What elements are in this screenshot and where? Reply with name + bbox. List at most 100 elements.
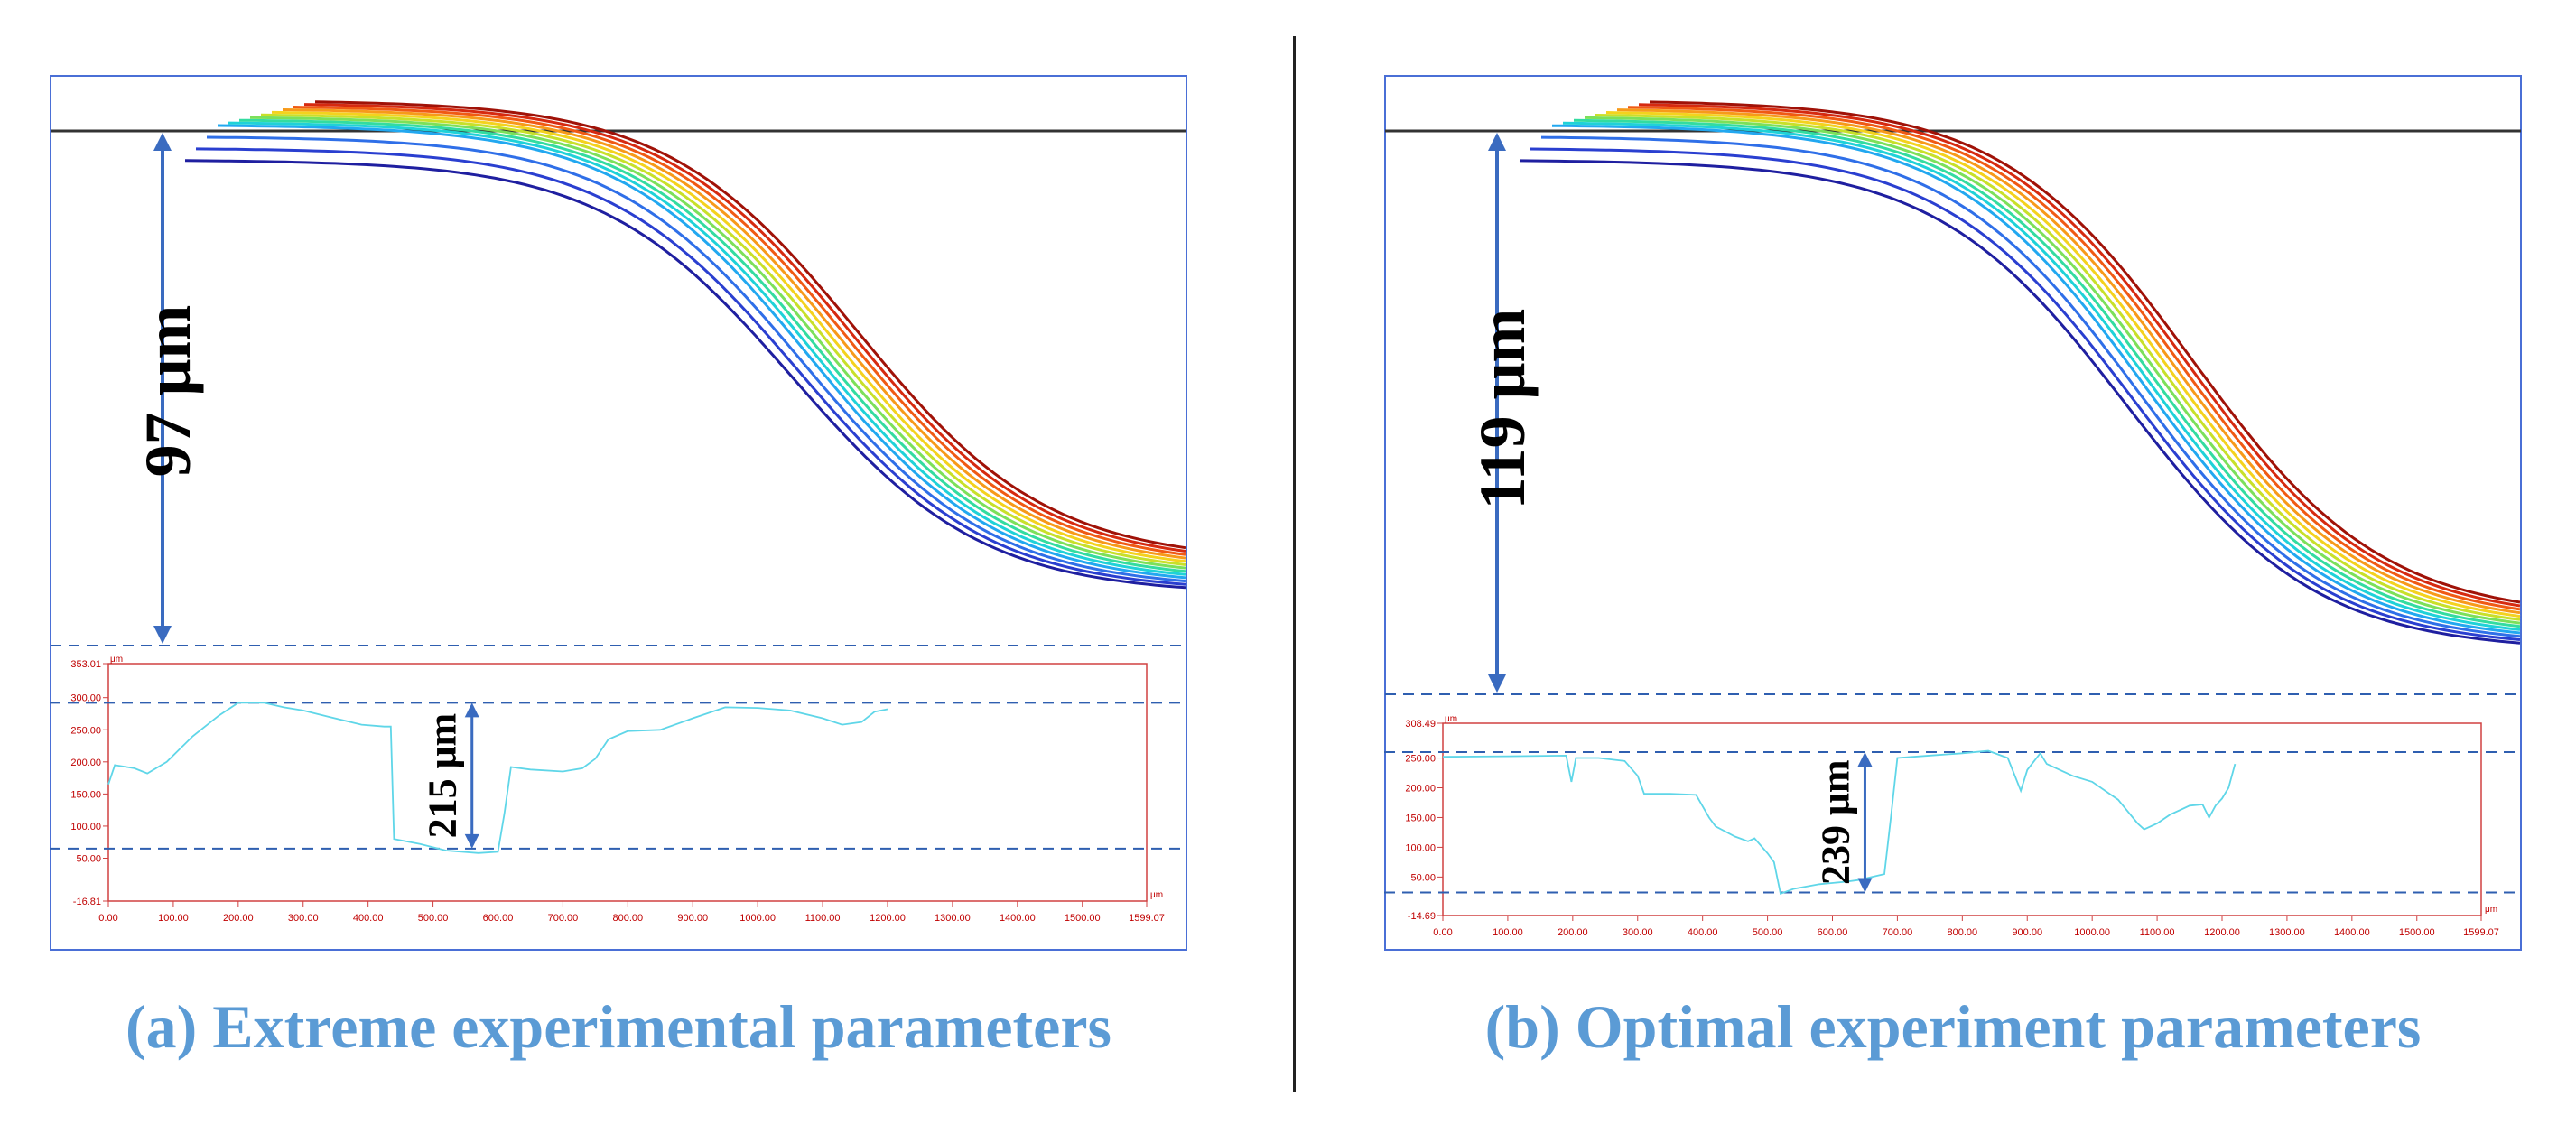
profile-chart: 353.01 300.00 250.00 200.00 150.00 100.00 50.0…	[50, 655, 1187, 924]
caption-a: (a) Extreme experimental parameters	[126, 992, 1111, 1061]
contour-line	[184, 159, 1186, 590]
height-arrow-head-top	[464, 702, 479, 718]
x-tick-label: 1599.07	[2463, 927, 2499, 938]
contour-line	[249, 116, 1186, 570]
contour-line	[1573, 118, 2521, 628]
x-tick-label: 1000.00	[739, 913, 776, 924]
x-tick-label: 0.00	[1433, 927, 1452, 938]
contour-lines	[1519, 100, 2521, 645]
x-tick-label: 800.00	[613, 913, 644, 924]
height-arrow-head-bottom	[464, 833, 479, 849]
y-tick-label: 300.00	[70, 693, 101, 704]
y-tick-label: -14.69	[1408, 911, 1436, 922]
y-tick-label: 200.00	[1405, 784, 1436, 795]
contour-line	[282, 108, 1186, 560]
x-tick-label: 100.00	[158, 913, 189, 924]
y-axis-unit: μm	[1445, 714, 1457, 724]
height-label: 215 μm	[421, 713, 465, 839]
x-tick-label: 400.00	[353, 913, 384, 924]
x-axis-unit: μm	[2485, 905, 2497, 915]
x-tick-label: 300.00	[1623, 927, 1653, 938]
y-axis-unit: μm	[110, 655, 123, 665]
depth-label: 119 μm	[1466, 309, 1539, 510]
depth-arrow-head-top	[1488, 133, 1506, 151]
contour-line	[1595, 114, 2521, 621]
y-tick-label: 100.00	[1405, 842, 1436, 853]
x-tick-label: 700.00	[548, 913, 579, 924]
y-tick-label: 100.00	[70, 822, 101, 832]
panel-b: 119 μm 308.49 250.00 200.00 150.00 100.00 50.…	[1384, 75, 2522, 951]
contour-line	[1519, 159, 2521, 645]
contour-line	[217, 124, 1186, 580]
y-tick-label: 200.00	[70, 758, 101, 768]
contour-line	[293, 106, 1186, 556]
y-tick-label: 50.00	[1410, 872, 1436, 883]
x-tick-label: 100.00	[1493, 927, 1523, 938]
panel-divider	[1293, 36, 1296, 1092]
contour-line	[1584, 116, 2521, 625]
profile-series	[107, 702, 888, 854]
y-tick-label: 308.49	[1405, 719, 1436, 730]
x-tick-label: 300.00	[288, 913, 319, 924]
contour-line	[271, 110, 1186, 563]
y-tick-label: 250.00	[1405, 754, 1436, 765]
x-tick-label: 0.00	[98, 913, 117, 924]
x-tick-label: 600.00	[1818, 927, 1848, 938]
height-arrow-head-bottom	[1857, 878, 1873, 893]
x-tick-label: 800.00	[1948, 927, 1978, 938]
x-tick-label: 400.00	[1688, 927, 1718, 938]
x-tick-label: 500.00	[418, 913, 449, 924]
depth-label: 97 μm	[132, 305, 204, 478]
contour-line	[314, 100, 1186, 550]
contour-line	[1649, 100, 2521, 604]
height-arrow-head-top	[1857, 751, 1873, 767]
x-tick-label: 200.00	[223, 913, 254, 924]
depth-arrow-head-top	[153, 133, 172, 151]
surface-frame	[1384, 75, 2522, 951]
depth-arrow-head-bottom	[153, 626, 172, 644]
x-tick-label: 200.00	[1558, 927, 1588, 938]
x-tick-label: 1400.00	[1000, 913, 1036, 924]
panel-b-figure: 119 μm 308.49 250.00 200.00 150.00 100.00 50.…	[1384, 75, 2522, 951]
contour-line	[206, 135, 1186, 583]
panel-a: 97 μm 353.01 300.00 250.00 200.00 150.00 100.…	[50, 75, 1187, 951]
contour-line	[228, 121, 1186, 576]
contour-line	[238, 118, 1186, 573]
x-tick-label: 500.00	[1753, 927, 1783, 938]
y-tick-label: -16.81	[73, 897, 101, 907]
x-tick-label: 1200.00	[2204, 927, 2240, 938]
x-tick-label: 700.00	[1883, 927, 1913, 938]
y-tick-label: 250.00	[70, 725, 101, 736]
contour-line	[1530, 147, 2521, 641]
x-tick-label: 900.00	[2012, 927, 2042, 938]
x-tick-label: 1500.00	[1065, 913, 1101, 924]
contour-line	[1638, 103, 2521, 608]
x-tick-label: 1300.00	[2269, 927, 2305, 938]
x-tick-label: 1599.07	[1129, 913, 1165, 924]
profile-series	[1442, 749, 2237, 896]
x-tick-label: 1300.00	[935, 913, 971, 924]
contour-line	[195, 147, 1186, 586]
contour-line	[1627, 106, 2521, 611]
y-tick-label: 150.00	[70, 789, 101, 800]
contour-line	[1616, 108, 2521, 615]
depth-arrow-head-bottom	[1488, 674, 1506, 693]
x-tick-label: 1100.00	[2140, 927, 2175, 938]
x-tick-label: 1100.00	[805, 913, 841, 924]
panel-a-figure: 97 μm 353.01 300.00 250.00 200.00 150.00 100.…	[50, 75, 1187, 951]
y-tick-label: 150.00	[1405, 813, 1436, 823]
x-tick-label: 1500.00	[2399, 927, 2435, 938]
contour-line	[303, 103, 1186, 553]
y-tick-label: 50.00	[76, 853, 101, 864]
contour-line	[1540, 135, 2521, 638]
contour-line	[1551, 124, 2521, 635]
contour-line	[1562, 121, 2521, 631]
x-tick-label: 900.00	[677, 913, 708, 924]
depth-arrow	[1488, 133, 1506, 693]
contour-line	[1605, 111, 2521, 618]
x-tick-label: 600.00	[483, 913, 514, 924]
contour-lines	[184, 100, 1186, 590]
x-axis-unit: μm	[1150, 890, 1163, 900]
x-tick-label: 1200.00	[870, 913, 906, 924]
x-tick-label: 1000.00	[2074, 927, 2110, 938]
